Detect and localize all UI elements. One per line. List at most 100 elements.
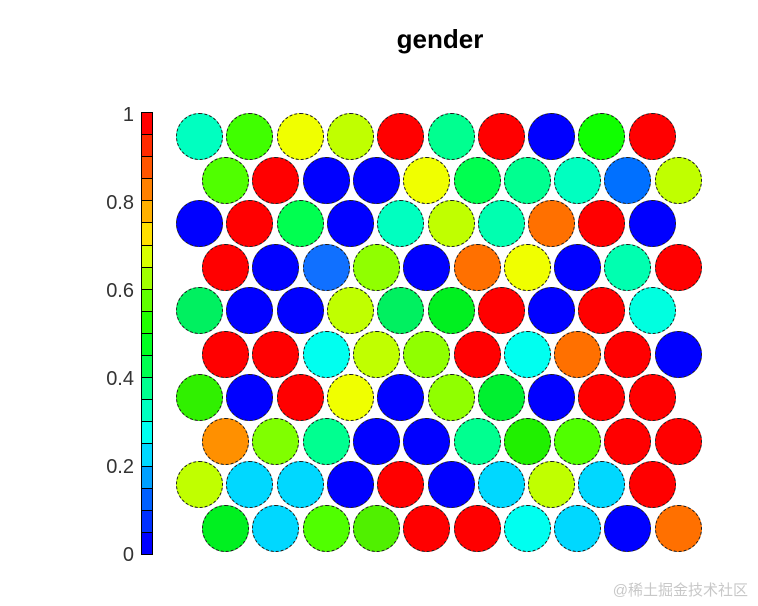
som-node (276, 374, 324, 422)
som-node (302, 243, 350, 291)
som-node (554, 417, 602, 465)
som-node (554, 504, 602, 552)
som-node (352, 330, 400, 378)
som-node (503, 156, 551, 204)
colorbar-segment (142, 223, 152, 246)
som-node (202, 504, 249, 552)
colorbar-segment (142, 466, 152, 489)
som-node (578, 461, 626, 509)
colorbar-segment (142, 532, 152, 554)
som-node (427, 113, 475, 160)
som-node (554, 330, 602, 378)
som-node (352, 504, 400, 552)
som-node (578, 113, 626, 160)
som-node (403, 504, 451, 552)
som-node (628, 374, 676, 422)
som-node (352, 156, 400, 204)
colorbar-tick-label: 0.2 (106, 456, 134, 478)
colorbar-tick-label: 1 (122, 104, 134, 126)
som-node (654, 504, 702, 552)
colorbar-segment (142, 157, 152, 180)
colorbar-segment (142, 135, 152, 158)
som-node (453, 330, 501, 378)
colorbar-tick-label: 0.4 (106, 368, 134, 390)
som-node (628, 287, 676, 335)
som-node (427, 200, 475, 248)
colorbar-segment (142, 201, 152, 224)
som-node (604, 156, 652, 204)
colorbar-segment (142, 444, 152, 467)
som-node (453, 417, 501, 465)
som-node (176, 287, 223, 335)
som-node (554, 156, 602, 204)
som-node (226, 200, 274, 248)
som-node (202, 417, 249, 465)
som-node (276, 113, 324, 160)
som-node (654, 417, 702, 465)
som-node (453, 243, 501, 291)
som-node (302, 417, 350, 465)
colorbar-segment (142, 245, 152, 268)
som-node (202, 243, 249, 291)
som-node (477, 200, 525, 248)
som-node (604, 330, 652, 378)
som-node (453, 504, 501, 552)
som-node (226, 461, 274, 509)
watermark: @稀土掘金技术社区 (612, 582, 748, 599)
som-node (352, 243, 400, 291)
som-node (176, 374, 223, 422)
som-node (403, 243, 451, 291)
som-node (252, 156, 300, 204)
som-node (477, 461, 525, 509)
som-node (427, 287, 475, 335)
som-node (252, 243, 300, 291)
som-node (503, 330, 551, 378)
som-node (503, 417, 551, 465)
som-node (326, 287, 374, 335)
som-node (528, 200, 576, 248)
colorbar-segment (142, 179, 152, 202)
colorbar-segment (142, 400, 152, 423)
colorbar-segment (142, 510, 152, 533)
som-node (226, 374, 274, 422)
som-node (302, 156, 350, 204)
som-node (377, 287, 425, 335)
som-node (403, 417, 451, 465)
som-node (202, 330, 249, 378)
som-node (302, 504, 350, 552)
som-node (528, 287, 576, 335)
colorbar-segment (142, 113, 152, 136)
som-node (528, 113, 576, 160)
som-node (252, 417, 300, 465)
colorbar-segment (142, 289, 152, 312)
som-node (528, 461, 576, 509)
som-node (252, 330, 300, 378)
chart-title: gender (396, 24, 484, 54)
som-node (604, 243, 652, 291)
som-node (654, 330, 702, 378)
som-node (252, 504, 300, 552)
som-node (276, 287, 324, 335)
som-node (276, 200, 324, 248)
som-node (326, 113, 374, 160)
colorbar-segment (142, 422, 152, 445)
som-node (554, 243, 602, 291)
som-node (403, 330, 451, 378)
som-node (202, 156, 249, 204)
som-node (477, 287, 525, 335)
som-node (578, 200, 626, 248)
som-node (176, 200, 223, 248)
som-node (352, 417, 400, 465)
som-node (226, 287, 274, 335)
som-node (326, 200, 374, 248)
som-node (226, 113, 274, 160)
colorbar-segment (142, 333, 152, 357)
som-node (654, 243, 702, 291)
som-node (477, 374, 525, 422)
som-node (427, 461, 475, 509)
som-node (176, 461, 223, 509)
som-node (403, 156, 451, 204)
colorbar-segment (142, 311, 152, 334)
colorbar-segment (142, 267, 152, 290)
